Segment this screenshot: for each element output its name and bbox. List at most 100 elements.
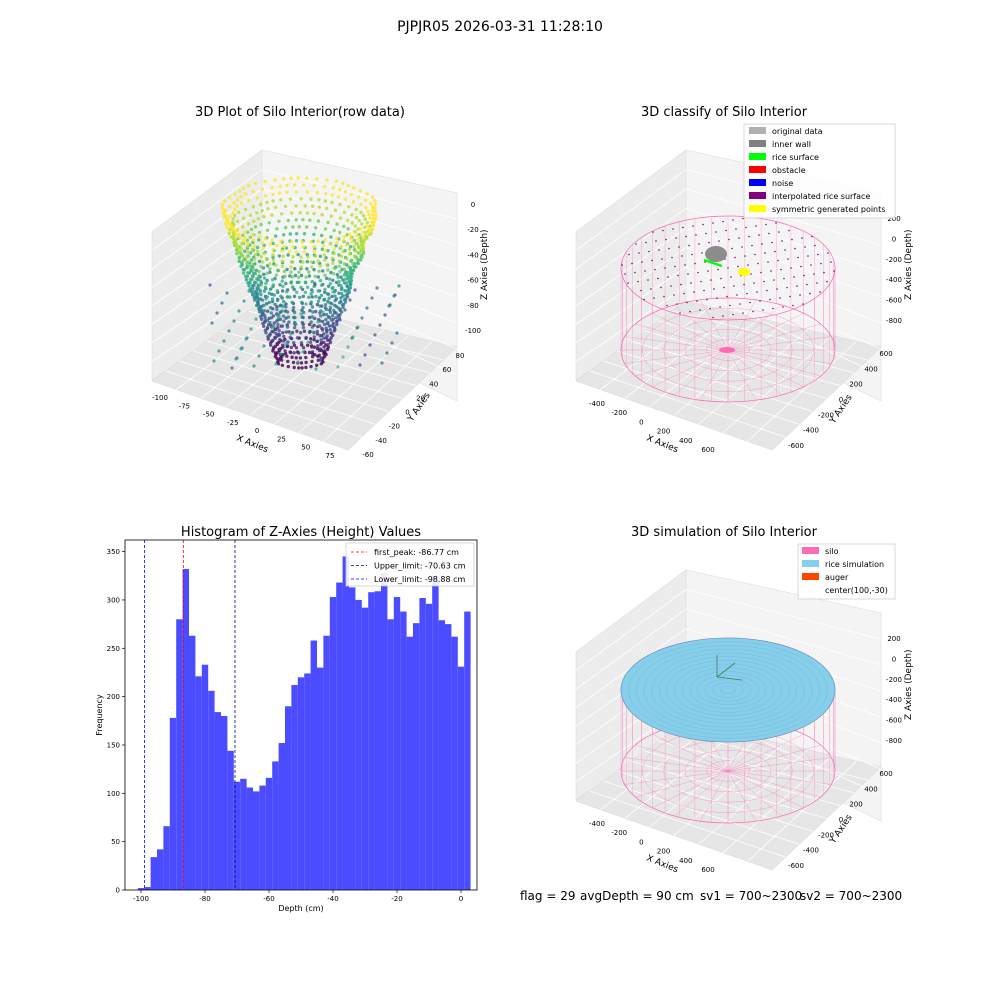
- interpolated-point: [777, 259, 779, 262]
- raw-data-point: [349, 267, 353, 272]
- raw-data-point: [292, 183, 297, 187]
- interpolated-point: [742, 312, 744, 314]
- panel-histogram: Histogram of Z-Axies (Height) Values -10…: [95, 525, 478, 913]
- raw-data-point: [270, 213, 274, 217]
- raw-data-point: [368, 224, 372, 228]
- raw-data-point: [282, 334, 286, 339]
- raw-data-point: [274, 362, 278, 366]
- raw-data-point: [299, 312, 303, 316]
- raw-data-point: [352, 254, 357, 258]
- grid-line: [685, 608, 882, 666]
- raw-data-point: [285, 190, 289, 194]
- raw-data-point: [273, 302, 277, 306]
- raw-data-point: [330, 193, 334, 197]
- interpolated-point: [712, 222, 714, 224]
- raw-data-point: [294, 250, 299, 254]
- histogram-bars: [137, 556, 471, 890]
- interpolated-point: [637, 280, 639, 283]
- raw-data-point: [297, 366, 301, 370]
- histogram-x-tick-label: -100: [133, 895, 149, 903]
- raw-data-point: [248, 277, 252, 282]
- raw-data-point: [337, 264, 341, 268]
- raw-data-point: [329, 235, 333, 239]
- raw-data-point: [334, 179, 338, 183]
- raw-data-point: [349, 236, 353, 240]
- raw-data-point: [365, 224, 369, 228]
- interpolated-point: [691, 253, 693, 256]
- interpolated-point: [790, 267, 792, 269]
- histogram-bar: [317, 667, 324, 890]
- raw-data-point: [267, 334, 271, 338]
- raw-data-point: [323, 290, 327, 294]
- interpolated-point: [716, 297, 718, 299]
- raw-data-point: [285, 183, 289, 188]
- raw-data-point: [281, 314, 286, 318]
- interpolated-point: [718, 240, 720, 242]
- classify-z-tick: 200: [887, 215, 900, 223]
- auger-line: [716, 676, 743, 681]
- raw-data-point: [250, 247, 255, 251]
- raw-data-point: [226, 221, 231, 225]
- raw-data-point: [358, 227, 363, 231]
- raw-data-point: [281, 331, 285, 335]
- raw-data-point: [254, 317, 258, 321]
- raw-data-point: [256, 283, 260, 287]
- raw-data-point: [229, 229, 233, 233]
- raw-data-point: [254, 295, 258, 300]
- interpolated-point: [688, 244, 690, 247]
- raw-data-point: [333, 208, 338, 212]
- raw-data-point: [259, 202, 263, 207]
- histogram-bar: [259, 785, 266, 890]
- interpolated-point: [833, 270, 835, 272]
- interpolated-point: [693, 291, 695, 293]
- histogram-bar: [297, 677, 305, 890]
- raw-data-point: [345, 281, 349, 285]
- interpolated-point: [692, 225, 694, 227]
- raw-data-y-tick: 60: [442, 366, 451, 374]
- grid-line: [151, 188, 263, 270]
- raw-data-point: [259, 222, 263, 227]
- raw-data-point: [259, 317, 264, 321]
- raw-data-point: [285, 290, 289, 294]
- raw-data-x-tick: -75: [179, 402, 190, 410]
- raw-data-point: [260, 298, 265, 302]
- raw-data-point: [284, 225, 288, 230]
- raw-data-point: [286, 315, 291, 319]
- raw-data-point: [299, 273, 304, 278]
- raw-data-point: [323, 303, 328, 307]
- raw-data-point: [277, 219, 281, 223]
- raw-data-point: [232, 240, 236, 245]
- raw-data-point: [315, 329, 319, 334]
- interpolated-point: [682, 226, 684, 229]
- raw-data-point: [220, 301, 224, 305]
- grid-line: [575, 188, 687, 270]
- interpolated-point: [664, 267, 666, 269]
- interpolated-point: [801, 237, 803, 239]
- raw-data-point: [347, 232, 352, 237]
- raw-data-point: [299, 361, 304, 365]
- raw-data-point: [291, 305, 296, 310]
- grid-line: [261, 208, 458, 272]
- grid-line: [575, 286, 687, 362]
- raw-data-point: [348, 286, 353, 290]
- raw-data-point: [252, 298, 257, 302]
- raw-data-point: [243, 236, 247, 240]
- raw-data-point: [319, 342, 323, 346]
- raw-data-point: [321, 310, 325, 314]
- interpolated-point: [689, 310, 691, 313]
- raw-data-point: [328, 282, 333, 286]
- raw-data-point: [346, 285, 350, 289]
- raw-data-point: [259, 307, 263, 311]
- raw-data-point: [310, 295, 314, 299]
- raw-data-point: [252, 244, 256, 248]
- interpolated-point: [774, 250, 776, 253]
- raw-data-point: [285, 325, 290, 329]
- raw-data-point: [286, 295, 290, 299]
- interpolated-point: [670, 285, 672, 287]
- raw-data-point: [373, 202, 377, 206]
- raw-data-point: [323, 258, 327, 262]
- raw-data-point: [296, 252, 300, 257]
- raw-data-point: [338, 216, 343, 220]
- raw-data-point: [278, 304, 282, 308]
